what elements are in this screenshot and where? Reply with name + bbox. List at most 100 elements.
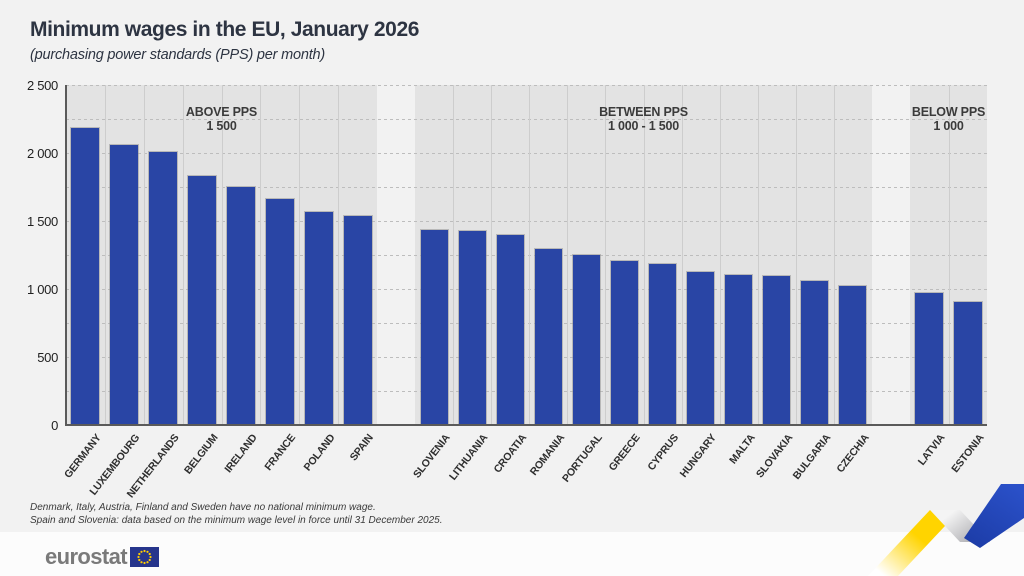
ribbon-blue-band: [964, 484, 1024, 548]
bar-malta: [725, 275, 752, 425]
group-label-1: ABOVE PPS 1 500: [186, 105, 257, 133]
eu-flag-stars: [137, 549, 152, 565]
bar-cyprus: [649, 264, 676, 425]
page-subtitle: (purchasing power standards (PPS) per mo…: [30, 47, 326, 63]
v-gridline: [491, 85, 493, 425]
v-gridline: [529, 85, 531, 425]
bar-slovakia: [763, 276, 790, 425]
y-axis-line: [65, 85, 67, 425]
h-gridline: [66, 391, 987, 392]
bar-croatia: [497, 235, 524, 425]
footnote-line-2: Spain and Slovenia: data based on the mi…: [30, 515, 443, 526]
x-axis-line: [65, 424, 987, 426]
bar-lithuania: [459, 231, 486, 425]
h-gridline: [66, 221, 987, 222]
h-gridline: [66, 357, 987, 358]
x-axis-label-romania: ROMANIA: [527, 432, 567, 478]
v-gridline: [605, 85, 607, 425]
v-gridline: [260, 85, 262, 425]
x-axis-label-poland: POLAND: [301, 432, 338, 474]
bar-netherlands: [149, 152, 177, 425]
h-gridline: [66, 255, 987, 256]
bar-germany: [71, 128, 99, 425]
group-label-line2: 1 500: [206, 119, 237, 133]
y-axis-tick-label: 1 000: [26, 282, 58, 297]
y-axis-tick-label: 500: [37, 350, 58, 365]
eurostat-ribbon-decoration: [868, 484, 1024, 576]
v-gridline: [757, 85, 759, 425]
v-gridline: [182, 85, 184, 425]
x-axis-label-czechia: CZECHIA: [834, 432, 872, 476]
x-axis-label-slovenia: SLOVENIA: [410, 432, 453, 481]
x-axis-label-lithuania: LITHUANIA: [447, 432, 491, 483]
eurostat-logo: eurostat: [45, 544, 159, 570]
x-axis-label-spain: SPAIN: [347, 432, 377, 464]
group-label-line2: 1 000: [933, 119, 964, 133]
x-axis-label-malta: MALTA: [726, 432, 758, 467]
x-axis-label-hungary: HUNGARY: [678, 432, 720, 480]
h-gridline: [66, 323, 987, 324]
bar-latvia: [915, 293, 943, 425]
x-axis-label-bulgaria: BULGARIA: [790, 432, 834, 482]
eurostat-logo-text: eurostat: [45, 544, 128, 569]
x-axis-label-estonia: ESTONIA: [948, 432, 987, 475]
bar-estonia: [954, 302, 982, 425]
x-axis-label-belgium: BELGIUM: [182, 432, 221, 477]
v-gridline: [719, 85, 721, 425]
group-label-line1: BETWEEN PPS: [599, 105, 688, 119]
v-gridline: [299, 85, 301, 425]
v-gridline: [567, 85, 569, 425]
v-gridline: [833, 85, 835, 425]
h-gridline: [66, 85, 987, 86]
v-gridline: [104, 85, 106, 425]
y-axis-tick-label: 2 500: [26, 78, 58, 93]
x-axis-label-germany: GERMANY: [62, 432, 104, 481]
x-axis-label-slovakia: SLOVAKIA: [753, 432, 796, 481]
group-label-line1: BELOW PPS: [911, 105, 986, 119]
bar-slovenia: [421, 230, 448, 425]
bar-greece: [611, 261, 638, 425]
bar-luxembourg: [110, 145, 138, 425]
x-axis-label-ireland: IRELAND: [222, 432, 260, 476]
y-axis-tick-label: 0: [51, 418, 58, 433]
bar-czechia: [839, 286, 866, 425]
bar-belgium: [188, 176, 216, 425]
group-label-line1: ABOVE PPS: [185, 105, 258, 119]
x-axis-label-croatia: CROATIA: [491, 432, 529, 476]
v-gridline: [453, 85, 455, 425]
v-gridline: [643, 85, 645, 425]
group-label-2: BETWEEN PPS 1 000 - 1 500: [599, 105, 688, 133]
v-gridline: [948, 85, 950, 425]
h-gridline: [66, 187, 987, 188]
x-axis-label-latvia: LATVIA: [916, 432, 948, 468]
v-gridline: [338, 85, 340, 425]
bar-portugal: [573, 255, 600, 425]
y-axis-tick-label: 2 000: [26, 146, 58, 161]
bar-ireland: [227, 187, 255, 425]
group-label-line2: 1 000 - 1 500: [607, 119, 680, 133]
v-gridline: [681, 85, 683, 425]
v-gridline: [143, 85, 145, 425]
bar-spain: [344, 216, 372, 425]
x-axis-label-greece: GREECE: [606, 432, 643, 474]
chart-footnotes: Denmark, Italy, Austria, Finland and Swe…: [30, 501, 442, 527]
x-axis-label-france: FRANCE: [262, 432, 299, 473]
h-gridline: [66, 289, 987, 290]
bar-france: [266, 199, 294, 425]
bar-romania: [535, 249, 562, 425]
y-axis-tick-label: 1 500: [26, 214, 58, 229]
h-gridline: [66, 119, 987, 120]
v-gridline: [221, 85, 223, 425]
bar-poland: [305, 212, 333, 425]
footer-band: [0, 532, 1024, 576]
h-gridline: [66, 153, 987, 154]
v-gridline: [795, 85, 797, 425]
eu-flag-icon: [130, 547, 159, 567]
group-label-3: BELOW PPS 1 000: [912, 105, 985, 133]
bar-hungary: [687, 272, 714, 425]
footnote-line-1: Denmark, Italy, Austria, Finland and Swe…: [30, 502, 376, 513]
page-title: Minimum wages in the EU, January 2026: [30, 18, 419, 41]
x-axis-label-cyprus: CYPRUS: [645, 432, 681, 473]
bar-bulgaria: [801, 281, 828, 425]
